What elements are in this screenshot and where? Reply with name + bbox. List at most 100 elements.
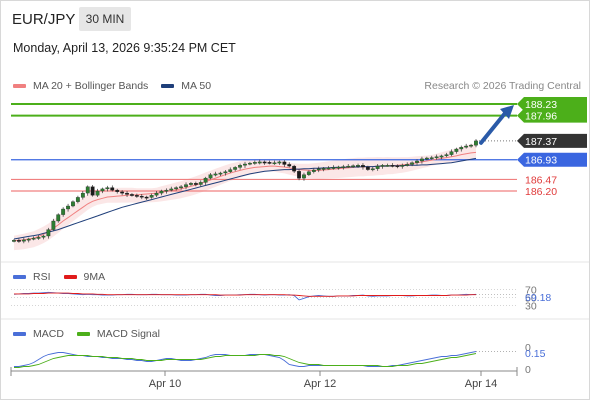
candle-body [415, 160, 419, 163]
candle-body [400, 165, 405, 167]
candle-body [61, 208, 66, 215]
candle-body [26, 238, 31, 241]
candle-body [120, 191, 125, 194]
rsi-line [13, 291, 477, 301]
x-axis-tick-label: Apr 12 [304, 378, 336, 390]
candle-body [105, 187, 110, 190]
candle-body [326, 167, 331, 170]
candle-body [469, 144, 473, 147]
candle-body [321, 168, 326, 170]
level-lines [11, 103, 517, 192]
candle-body [390, 165, 395, 167]
support-level-label: 186.20 [525, 186, 557, 198]
candle-body [125, 192, 129, 195]
candle-body [21, 239, 26, 242]
macd-panel: 000.15 [14, 342, 546, 376]
report-datetime: Monday, April 13, 2026 9:35:24 PM CET [13, 41, 236, 55]
candle-body [361, 165, 365, 168]
candle-body [262, 161, 267, 164]
candle-body [46, 229, 51, 237]
level-tag-last [517, 133, 587, 148]
ma20-swatch [13, 84, 26, 88]
currency-pair-title: EUR/JPY [12, 11, 76, 28]
candle-body [159, 190, 164, 194]
candle-body [429, 157, 434, 159]
forecast-arrow-shaft [479, 110, 508, 145]
candle-body [110, 187, 115, 191]
candle-body [267, 162, 272, 164]
candle-body [66, 205, 70, 210]
macd-signal-line [14, 353, 477, 368]
candle-body [434, 156, 439, 159]
macd-last-value: 0.15 [525, 348, 546, 360]
macd-axis-tick: 0 [525, 364, 531, 376]
candle-body [311, 169, 316, 172]
candle-body [243, 163, 247, 166]
candle-body [405, 164, 410, 166]
candle-body [306, 171, 311, 175]
macd-swatch [13, 332, 26, 336]
rsi-ma-swatch [63, 275, 77, 279]
candle-body [115, 189, 120, 192]
candle-body [356, 165, 360, 167]
rsi-legend: RSI 9MA [13, 271, 105, 283]
macd-legend: MACD MACD Signal [13, 328, 160, 340]
candle-body [223, 171, 228, 174]
macd-axis-tick: 0 [525, 342, 531, 354]
candle-body [31, 237, 36, 240]
candle-body [174, 187, 179, 190]
candle-body [80, 192, 85, 198]
timeframe-badge[interactable]: 30 MIN [79, 7, 131, 31]
candle-body [41, 235, 46, 238]
candle-body [134, 195, 139, 197]
candle-body [164, 189, 169, 192]
candle-body [420, 158, 424, 162]
candle-body [193, 183, 198, 185]
rsi-swatch [13, 275, 26, 279]
candle-body [474, 140, 478, 146]
candle-body [454, 148, 459, 152]
candle-body [346, 165, 351, 168]
candle-body [198, 182, 203, 185]
candle-body [287, 164, 292, 167]
candle-body [139, 195, 144, 198]
rsi-ma-line [14, 292, 476, 297]
candle-body [424, 157, 429, 160]
ma50-swatch [161, 84, 175, 88]
candle-body [257, 161, 262, 164]
research-credit: Research © 2026 Trading Central [424, 80, 581, 92]
candle-body [444, 154, 449, 157]
candle-body [179, 186, 183, 189]
candle-body [439, 155, 444, 158]
candle-body [184, 184, 188, 187]
candle-body [218, 172, 223, 175]
candle-body [100, 188, 105, 192]
candle-body [90, 186, 95, 196]
candle-body [75, 197, 80, 202]
chart-header: EUR/JPY 30 MIN Monday, April 13, 2026 9:… [0, 0, 590, 70]
candle-body [410, 162, 414, 165]
x-axis: Apr 10 Apr 12 Apr 14 [10, 367, 518, 390]
candle-body [464, 145, 469, 148]
candle-body [252, 162, 257, 164]
candle-body [130, 194, 134, 196]
macd-line [14, 351, 477, 367]
level-tag-label: 188.23 [525, 99, 557, 111]
candle-body [169, 188, 174, 191]
ma20-legend-label: MA 20 + Bollinger Bands [33, 80, 149, 92]
level-tag-label: 187.96 [525, 111, 557, 123]
forecast-arrow [479, 105, 514, 145]
level-tag-pivot [517, 152, 587, 167]
candle-body [297, 171, 301, 179]
candle-body [395, 165, 400, 168]
rsi-last-value: 69.18 [525, 292, 551, 304]
candle-body [85, 186, 90, 194]
level-tag-label: 187.37 [525, 136, 557, 148]
price-legend: MA 20 + Bollinger Bands MA 50 [13, 80, 211, 92]
candle-body [248, 162, 252, 165]
ma20-line [13, 151, 477, 242]
macd-signal-swatch [76, 332, 90, 336]
candle-body [233, 167, 238, 170]
